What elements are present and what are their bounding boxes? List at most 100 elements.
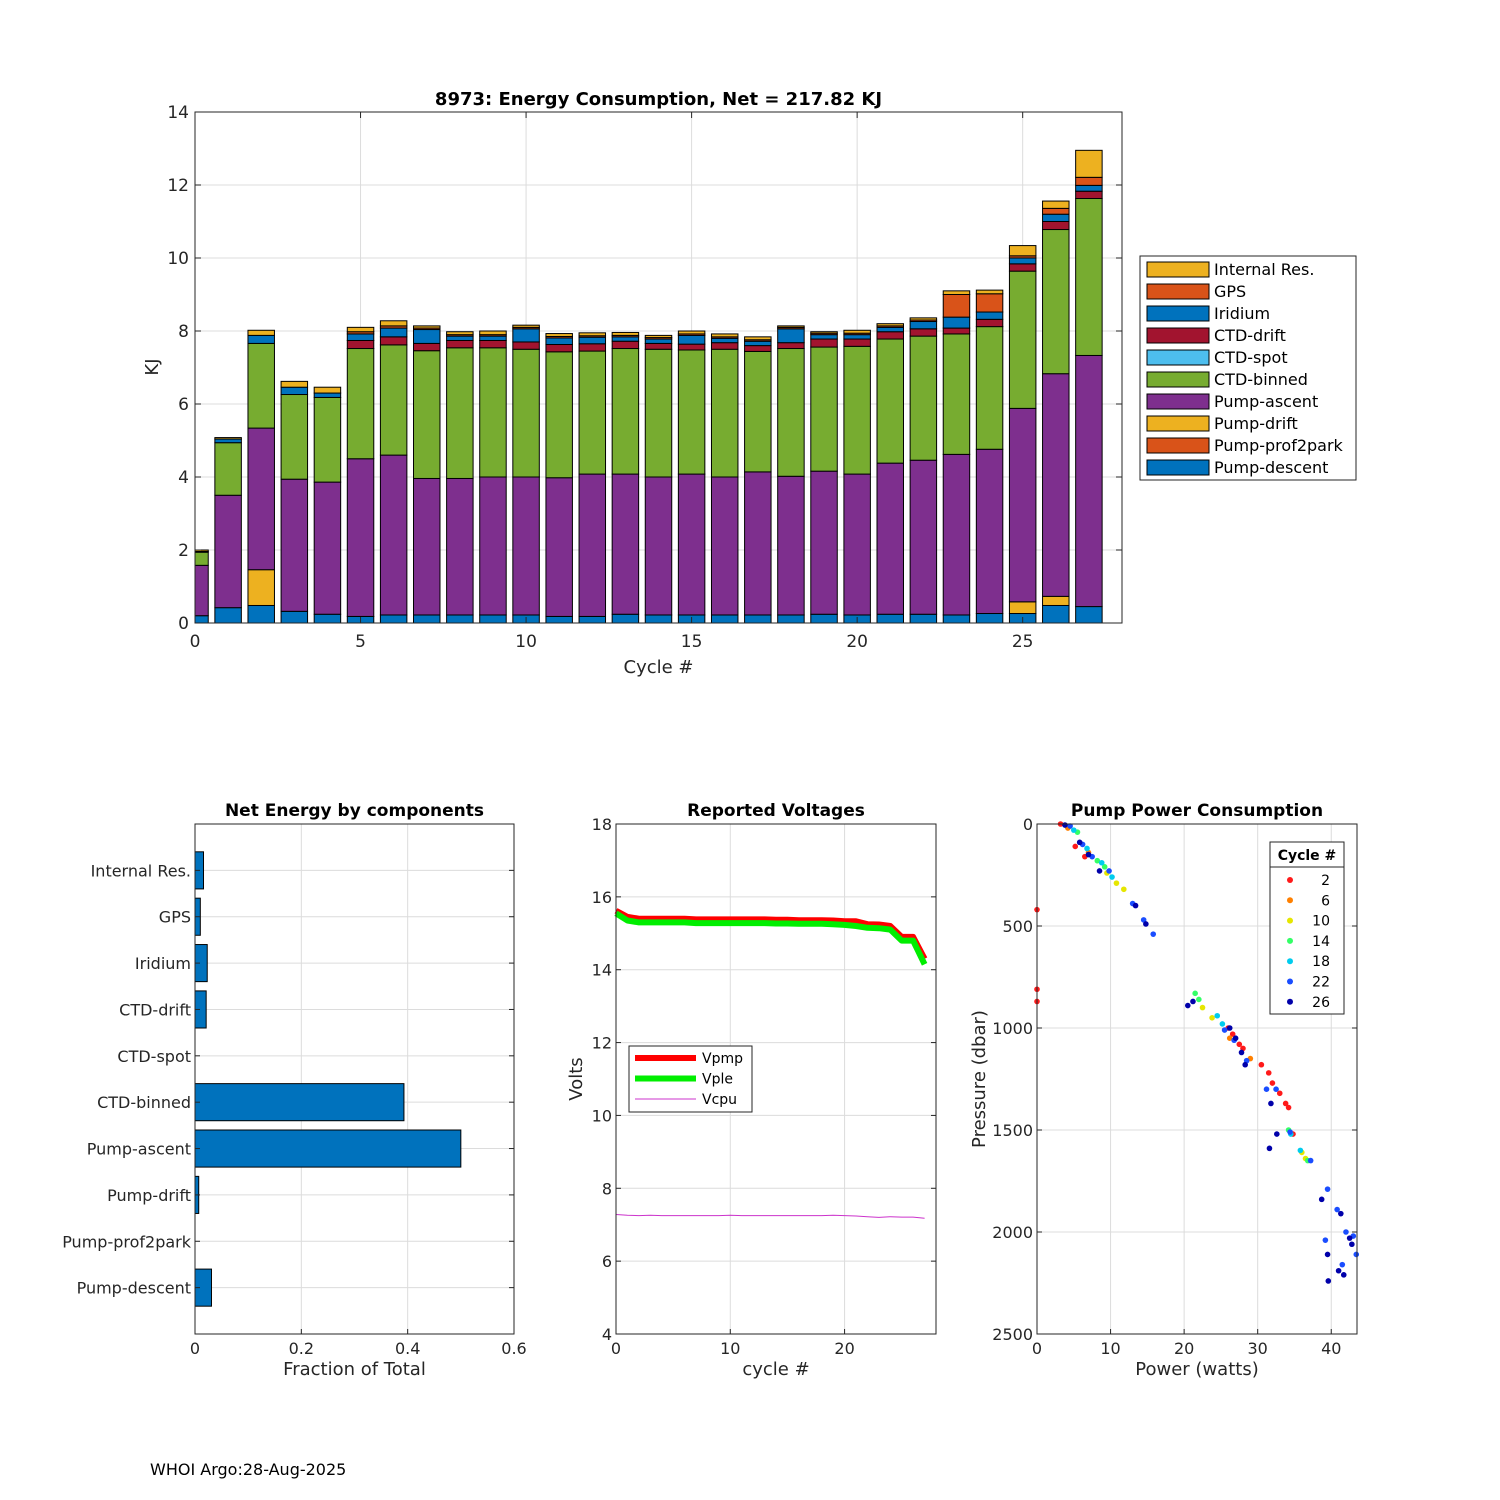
energy-bar-ctd-drift-cycle-18 [777,342,805,350]
energy-bar-ctd-drift-cycle-10 [512,341,540,350]
pump-point-cycle-2 [1269,1080,1276,1086]
pump-point-cycle-22 [1339,1261,1346,1268]
pump-legend-label-2: 2 [1321,873,1330,889]
energy-bar-ctd-binned-cycle-5 [346,348,375,460]
energy-legend-swatch-ctd-spot [1146,349,1210,366]
voltages-x-label: cycle # [742,1359,809,1380]
pump-point-cycle-26 [1143,921,1149,927]
pump-point-cycle-22 [1150,931,1157,937]
energy-legend-label-ctd-drift: CTD-drift [1214,326,1286,345]
energy-bar-pump-descent-cycle-14 [644,614,673,624]
energy-legend-label-iridium: Iridium [1214,304,1270,323]
energy-bar-internal-res-cycle-11 [545,333,573,337]
components-y-tick-label-ctd-drift: CTD-drift [119,1000,191,1019]
pump-chart-title: Pump Power Consumption [1071,801,1323,821]
energy-bar-internal-res-cycle-13 [611,331,640,336]
pump-legend-label-6: 6 [1321,893,1330,909]
energy-bar-ctd-binned-cycle-7 [413,350,441,479]
pump-point-cycle-26 [1266,1145,1273,1152]
components-chart-title: Net Energy by components [225,801,484,821]
pump-point-cycle-22 [1106,868,1112,874]
pump-point-cycle-26 [1338,1210,1344,1217]
energy-bar-ctd-binned-cycle-6 [379,344,408,456]
energy-bar-internal-res-cycle-24 [975,289,1004,295]
components-y-tick-label-pump-prof2park: Pump-prof2park [62,1232,192,1251]
components-x-tick-label: 0.6 [501,1339,526,1358]
energy-bar-iridium-cycle-1 [214,438,242,444]
energy-bar-pump-ascent-cycle-23 [942,453,971,616]
energy-bar-ctd-binned-cycle-12 [578,350,607,475]
voltages-line-vcpu [615,1214,925,1219]
energy-bar-ctd-binned-cycle-24 [975,326,1004,450]
energy-y-tick-label: 6 [178,395,189,415]
energy-bar-pump-descent-cycle-22 [909,613,938,624]
pump-point-cycle-26 [1349,1241,1355,1248]
pump-legend-marker-18 [1287,958,1293,965]
energy-bar-pump-ascent-cycle-14 [644,476,673,616]
energy-legend-swatch-pump-ascent [1146,393,1210,410]
components-y-tick-label-ctd-binned: CTD-binned [97,1093,191,1112]
pump-y-tick-label: 1500 [992,1121,1033,1140]
energy-legend-label-pump-prof2park: Pump-prof2park [1214,436,1344,455]
pump-y-label: Pressure (dbar) [969,1010,990,1148]
pump-point-cycle-22 [1263,1086,1270,1092]
pump-point-cycle-18 [1214,1012,1221,1019]
energy-bar-ctd-binned-cycle-4 [313,396,342,483]
voltages-y-tick-label: 16 [592,888,612,907]
energy-bar-pump-descent-cycle-23 [942,614,971,624]
pump-point-cycle-26 [1190,998,1196,1005]
energy-bar-internal-res-cycle-6 [379,320,408,327]
pump-y-tick-label: 1000 [992,1019,1033,1038]
energy-bar-internal-res-cycle-2 [247,329,275,336]
pump-point-cycle-26 [1096,868,1103,874]
components-y-tick-label-ctd-spot: CTD-spot [117,1047,191,1066]
energy-y-tick-label: 4 [178,468,189,488]
voltages-y-tick-label: 12 [592,1034,612,1053]
pump-point-cycle-26 [1076,839,1083,846]
energy-bar-internal-res-cycle-5 [346,326,375,333]
energy-bar-pump-ascent-cycle-27 [1075,354,1103,608]
pump-legend-marker-6 [1287,897,1293,904]
energy-bar-pump-descent-cycle-12 [578,615,607,624]
energy-bar-pump-descent-cycle-2 [247,604,275,624]
energy-bar-iridium-cycle-26 [1042,213,1070,222]
pump-legend-marker-2 [1287,877,1293,883]
energy-bar-internal-res-cycle-4 [313,386,342,394]
pump-point-cycle-26 [1268,1100,1274,1107]
energy-bar-iridium-cycle-27 [1075,184,1103,192]
voltages-x-tick-label: 20 [834,1339,854,1358]
components-chart: 0 0.2 0.4 0.6 Internal Res. GPS Iridium CTD-dri… [62,801,527,1380]
voltages-y-tick-label: 4 [602,1325,612,1344]
energy-bar-ctd-binned-cycle-11 [545,351,573,479]
components-y-tick-label-pump-drift: Pump-drift [107,1186,191,1205]
energy-y-tick-label: 14 [167,103,189,123]
voltages-line-vple [614,910,928,966]
energy-bar-gps-cycle-24 [975,293,1004,313]
energy-bar-pump-ascent-cycle-1 [214,494,242,609]
pump-point-cycle-6 [1226,1035,1233,1041]
voltages-y-tick-label: 10 [592,1106,612,1125]
pump-point-cycle-10 [1209,1015,1215,1021]
energy-bar-pump-ascent-cycle-15 [677,473,706,616]
energy-legend-label-ctd-binned: CTD-binned [1214,370,1308,389]
pump-legend-marker-14 [1287,937,1293,944]
pump-point-cycle-22 [1324,1186,1331,1192]
pump-point-cycle-22 [1334,1206,1340,1213]
pump-point-cycle-22 [1322,1237,1329,1243]
pump-legend-box [1269,841,1345,1015]
energy-bar-pump-descent-cycle-6 [379,614,408,624]
energy-bar-pump-descent-cycle-16 [710,614,739,624]
voltages-chart: 0 10 20 4 6 8 10 12 14 16 18 Reported Voltages cyc… [566,801,937,1380]
pump-point-cycle-26 [1232,1035,1239,1041]
energy-bar-ctd-binned-cycle-27 [1075,198,1103,356]
pump-point-cycle-2 [1265,1070,1272,1076]
energy-bar-pump-drift-cycle-26 [1042,595,1070,606]
energy-bar-ctd-binned-cycle-18 [777,348,805,477]
pump-point-cycle-2 [1236,1041,1243,1048]
pump-point-cycle-26 [1346,1235,1353,1241]
pump-point-cycle-26 [1335,1267,1342,1274]
components-y-tick-label-pump-descent: Pump-descent [77,1279,191,1298]
energy-legend-label-pump-descent: Pump-descent [1214,458,1328,477]
